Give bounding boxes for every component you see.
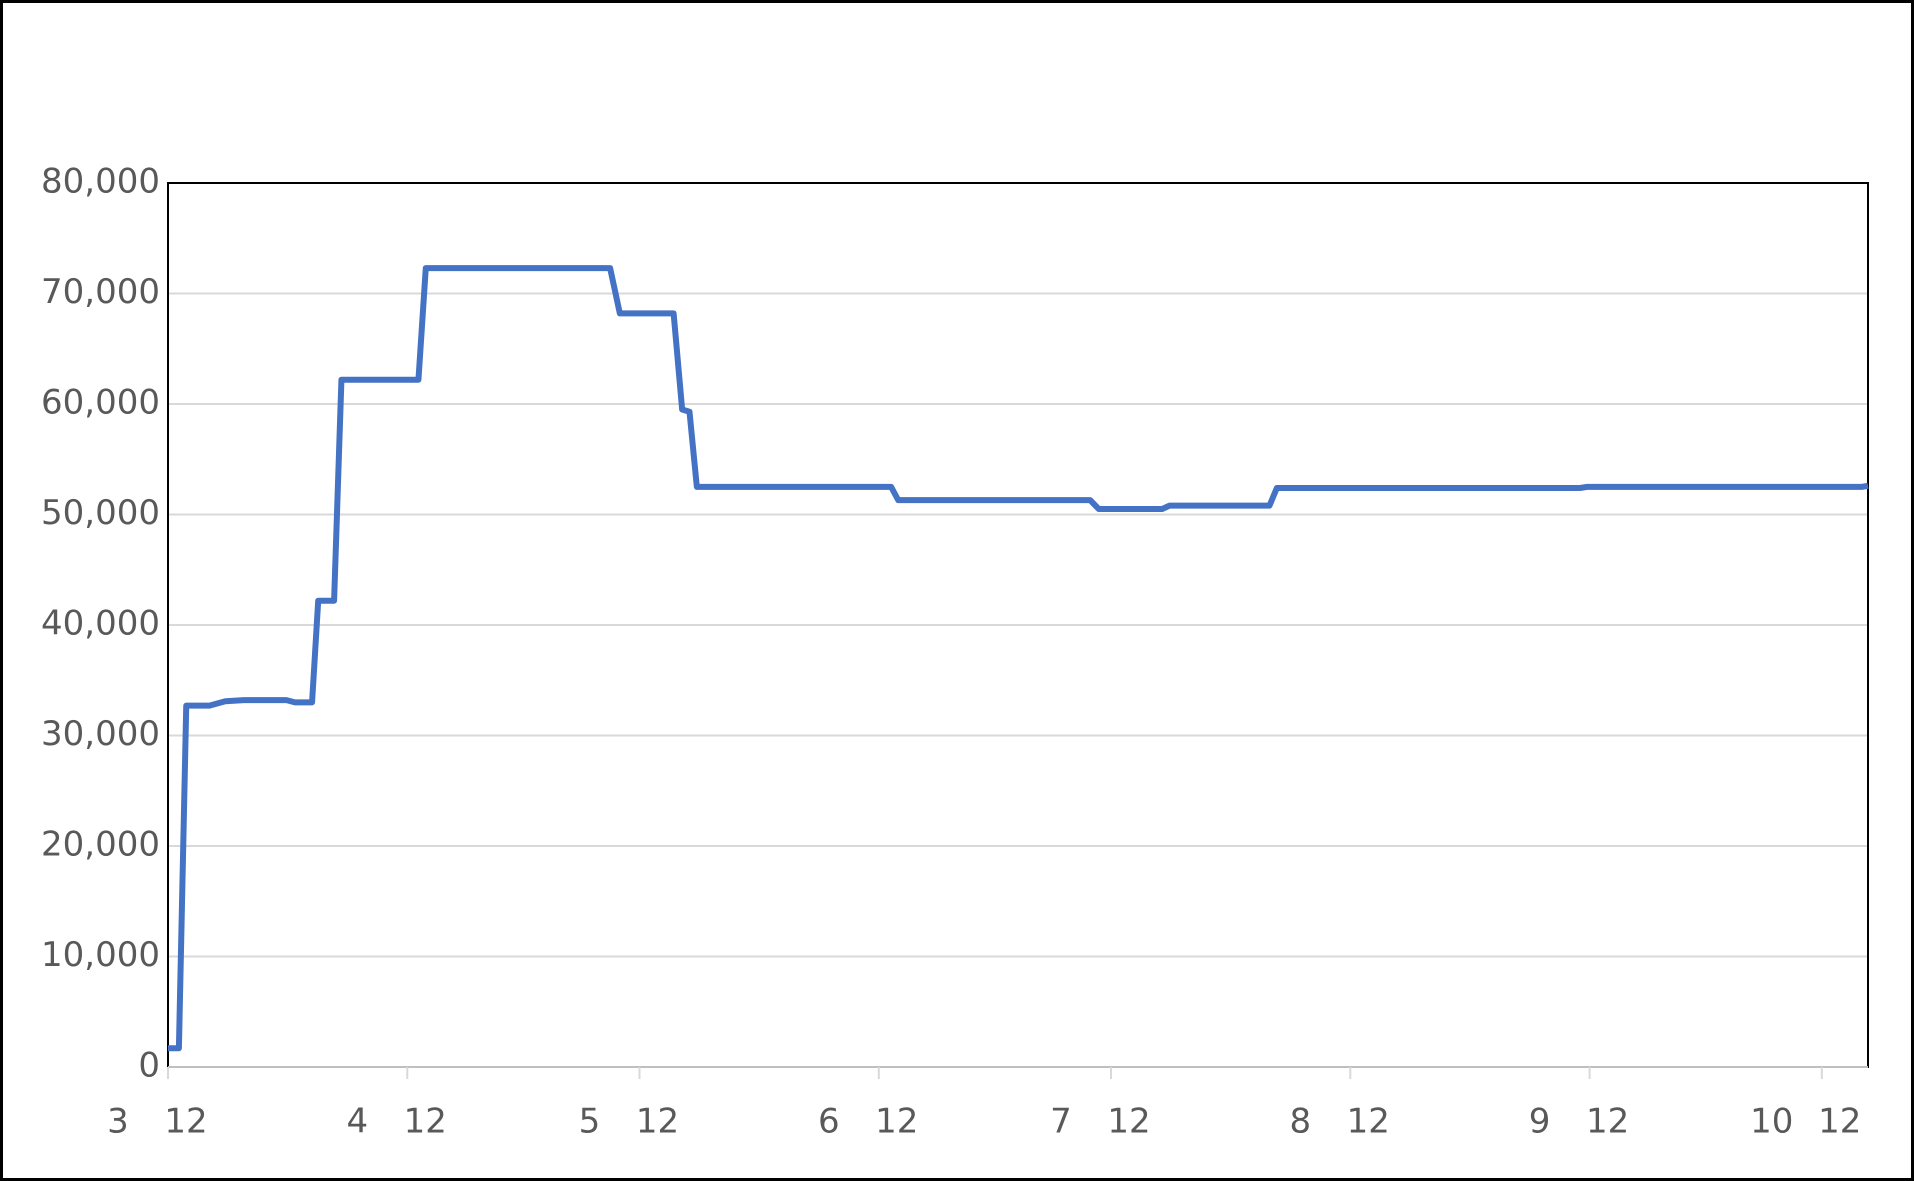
line-series bbox=[168, 265, 1869, 1052]
x-group-label: 3 bbox=[107, 1102, 129, 1142]
x-group-label: 10 bbox=[1750, 1102, 1793, 1142]
y-tick-label: 70,000 bbox=[41, 272, 160, 312]
x-tick-label: 12 bbox=[636, 1102, 679, 1142]
y-tick-label: 0 bbox=[138, 1046, 160, 1086]
x-tick-label: 12 bbox=[1107, 1102, 1150, 1142]
x-tick-label: 12 bbox=[1347, 1102, 1390, 1142]
y-tick-label: 10,000 bbox=[41, 935, 160, 975]
y-tick-label: 80,000 bbox=[41, 162, 160, 202]
x-tick-label: 12 bbox=[404, 1102, 447, 1142]
x-tick-label: 12 bbox=[164, 1102, 207, 1142]
x-group-label: 4 bbox=[346, 1102, 368, 1142]
x-tick-label: 12 bbox=[1586, 1102, 1629, 1142]
y-tick-label: 60,000 bbox=[41, 383, 160, 423]
x-group-label: 6 bbox=[818, 1102, 840, 1142]
x-tick-label: 12 bbox=[875, 1102, 918, 1142]
x-group-label: 9 bbox=[1529, 1102, 1551, 1142]
y-tick-label: 20,000 bbox=[41, 825, 160, 865]
y-tick-label: 40,000 bbox=[41, 604, 160, 644]
x-group-label: 5 bbox=[579, 1102, 601, 1142]
x-group-label: 8 bbox=[1289, 1102, 1311, 1142]
x-tick-label: 12 bbox=[1818, 1102, 1861, 1142]
y-tick-label: 30,000 bbox=[41, 714, 160, 754]
x-group-label: 7 bbox=[1050, 1102, 1072, 1142]
y-tick-label: 50,000 bbox=[41, 493, 160, 533]
